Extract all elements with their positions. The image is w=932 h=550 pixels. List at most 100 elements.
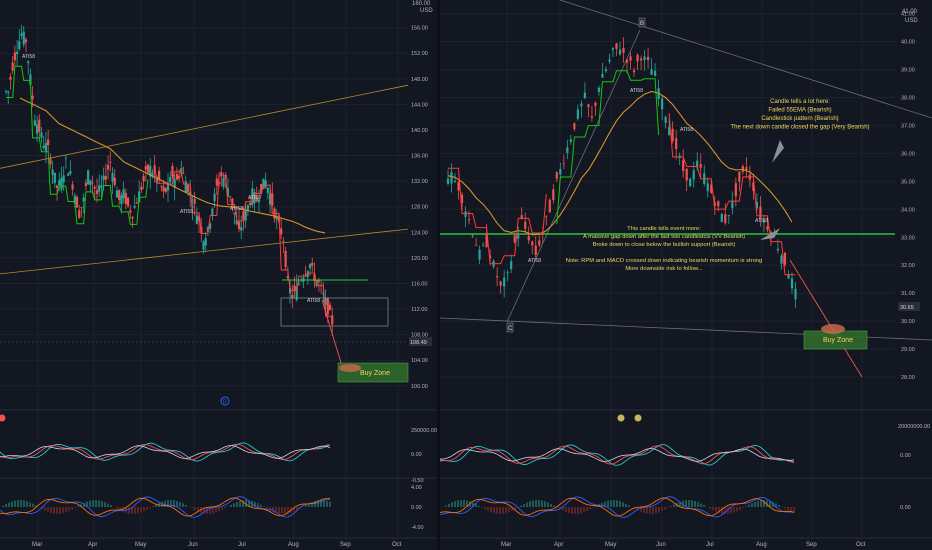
- candle-body: [286, 276, 289, 279]
- left-chart[interactable]: Buy Zone 108.49 ATI58 ATI58 ATI58 ATI58 ATI58 D…: [0, 0, 448, 548]
- candle-body: [131, 216, 134, 219]
- right-top-price: 41.00: [902, 9, 918, 15]
- macd-histogram-bar: [565, 507, 567, 512]
- candle-body: [326, 298, 329, 315]
- candle-body: [478, 249, 481, 260]
- macd-histogram-bar: [709, 507, 711, 509]
- candle-body: [759, 206, 762, 218]
- candle-body: [668, 127, 671, 136]
- macd-histogram-bar: [14, 500, 16, 507]
- macd-histogram-bar: [89, 500, 91, 507]
- candle-body: [231, 198, 234, 206]
- rpm-line-signal: [0, 445, 331, 459]
- candle-body: [496, 276, 499, 278]
- macd-histogram-bar: [523, 504, 525, 507]
- macd-line: [0, 496, 331, 518]
- right-buy-zone: Buy Zone 30.65 ATI58 ATI58 ATI58 ATI58 B C: [506, 17, 920, 378]
- candle-body: [755, 202, 758, 209]
- macd-histogram-bar: [532, 500, 534, 507]
- macd-histogram-bar: [547, 502, 549, 507]
- candle-body: [144, 166, 147, 170]
- macd-histogram-bar: [688, 500, 690, 507]
- macd-histogram-bar: [77, 506, 79, 507]
- chart-divider[interactable]: [437, 0, 440, 550]
- candle-body: [182, 172, 185, 174]
- candle-body: [120, 195, 123, 205]
- candle-body: [115, 190, 119, 198]
- candle-body: [482, 244, 485, 246]
- pattern-tag: ATI58: [180, 209, 193, 215]
- macd-histogram-bar: [191, 507, 193, 509]
- trailing-stop-red: [668, 112, 796, 276]
- candle-body: [576, 109, 579, 119]
- indicator-label: 250000.00: [411, 428, 437, 434]
- candle-body: [615, 43, 618, 49]
- macd-histogram-bar: [571, 507, 573, 514]
- x-tick-label: Jul: [706, 542, 714, 548]
- macd-histogram-bar: [143, 507, 145, 512]
- candle-body: [35, 124, 39, 134]
- candle-body: [151, 173, 154, 177]
- candle-body: [133, 206, 136, 208]
- macd-histogram-bar: [239, 500, 241, 507]
- point-label: C: [508, 326, 513, 332]
- macd-histogram-bar: [793, 507, 795, 513]
- candle-body: [149, 165, 152, 177]
- candle-body: [689, 178, 692, 187]
- trendline-rally: [506, 29, 641, 323]
- candle-body: [275, 216, 278, 220]
- macd-histogram-bar: [751, 503, 753, 507]
- candle-body: [246, 205, 249, 211]
- macd-histogram-bar: [248, 500, 250, 507]
- macd-histogram-bar: [745, 506, 747, 507]
- trailing-stop-red: [448, 167, 547, 265]
- macd-histogram-bar: [197, 507, 199, 512]
- candle-body: [122, 189, 125, 199]
- candle-body: [328, 304, 332, 310]
- macd-histogram-bar: [284, 507, 286, 514]
- macd-histogram-bar: [679, 501, 681, 507]
- rpm-line-fast: [0, 442, 331, 462]
- y-tick-label: 140.00: [411, 128, 428, 134]
- candle-body: [82, 197, 85, 202]
- x-tick-label: Jul: [238, 542, 246, 548]
- right-chart[interactable]: Buy Zone 30.65 ATI58 ATI58 ATI58 ATI58 B C 28.0…: [439, 0, 932, 548]
- macd-histogram-bar: [236, 501, 238, 507]
- candle-body: [69, 170, 72, 174]
- candle-body: [173, 179, 176, 189]
- macd-histogram-bar: [697, 502, 699, 507]
- macd-histogram-bar: [215, 507, 217, 513]
- candle-body: [260, 184, 263, 194]
- right-price-axis: 28.00 29.00 30.00 31.00 32.00 33.00 34.00 35.00…: [501, 12, 915, 548]
- macd-histogram-bar: [269, 507, 271, 510]
- macd-histogram-bar: [26, 501, 28, 507]
- candle-body: [33, 120, 36, 126]
- macd-histogram-bar: [685, 500, 687, 507]
- ema-line: [19, 97, 326, 234]
- candle-body: [73, 195, 76, 204]
- x-tick-label: Oct: [856, 542, 866, 548]
- macd-histogram-bar: [98, 500, 100, 507]
- candle-body: [650, 69, 653, 75]
- candle-body: [587, 104, 590, 107]
- macd-histogram-bar: [721, 507, 723, 514]
- trailing-stop-red: [154, 165, 333, 317]
- macd-histogram-bar: [550, 503, 552, 507]
- left-top-price-tag: 160.00: [412, 1, 431, 7]
- macd-histogram-bar: [257, 503, 259, 507]
- candle-body: [40, 132, 43, 138]
- annotation-line: Broke down to close below the bullish su…: [593, 242, 736, 248]
- y-tick-label: 156.00: [411, 26, 428, 32]
- candle-body: [38, 119, 41, 132]
- candle-body: [47, 139, 50, 146]
- candle-body: [253, 192, 256, 203]
- macd-histogram-bar: [451, 502, 453, 507]
- macd-histogram-bar: [230, 504, 232, 507]
- candle-body: [738, 171, 741, 182]
- macd-histogram-bar: [739, 507, 741, 510]
- candle-body: [244, 209, 247, 221]
- candle-body: [506, 272, 509, 273]
- macd-histogram-bar: [137, 507, 139, 514]
- macd-histogram-bar: [646, 507, 648, 514]
